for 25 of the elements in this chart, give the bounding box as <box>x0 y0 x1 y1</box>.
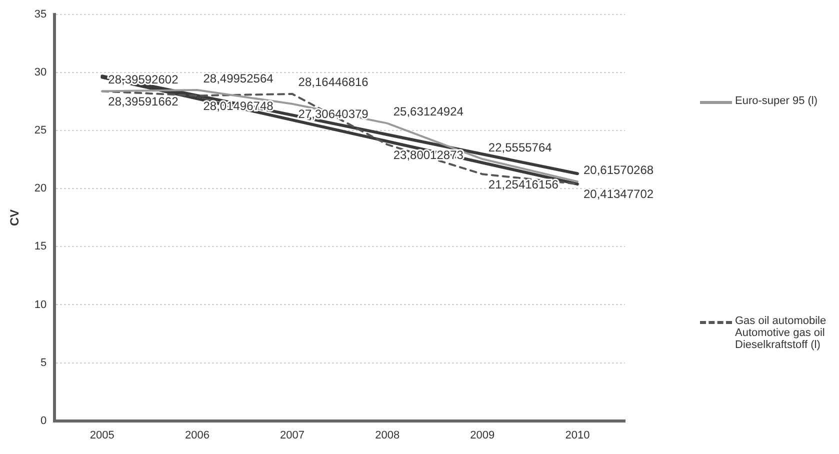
y-tick-label: 0 <box>40 414 47 427</box>
y-tick-label: 35 <box>34 8 47 21</box>
y-tick-label: 20 <box>34 182 47 195</box>
legend-label: Gas oil automobile Automotive gas oil Dieselkraftstoff (l) <box>735 315 828 351</box>
y-axis-title: CV <box>8 209 22 226</box>
data-label: 25,63124924 <box>393 104 464 119</box>
data-label: 28,49952564 <box>203 71 274 86</box>
data-label: 20,61570268 <box>583 162 654 177</box>
y-tick-label: 15 <box>34 240 47 253</box>
x-tick-label: 2007 <box>280 429 305 442</box>
x-tick-label: 2008 <box>375 429 400 442</box>
data-label: 20,41347702 <box>583 187 654 202</box>
y-tick-label: 30 <box>34 66 47 79</box>
data-label: 22,5555764 <box>488 140 552 154</box>
x-tick-label: 2005 <box>90 429 114 442</box>
y-tick-label: 10 <box>34 298 47 311</box>
legend-label: Euro-super 95 (l) <box>735 95 819 107</box>
y-tick-label: 25 <box>34 124 47 137</box>
x-tick-label: 2006 <box>184 429 210 442</box>
data-label: 28,39591662 <box>108 94 179 109</box>
data-label: 28,16446816 <box>298 75 369 90</box>
y-tick-label: 5 <box>40 356 47 369</box>
data-label: 21,25416156 <box>488 177 559 192</box>
x-tick-label: 2010 <box>565 429 590 442</box>
x-tick-label: 2009 <box>470 429 495 442</box>
